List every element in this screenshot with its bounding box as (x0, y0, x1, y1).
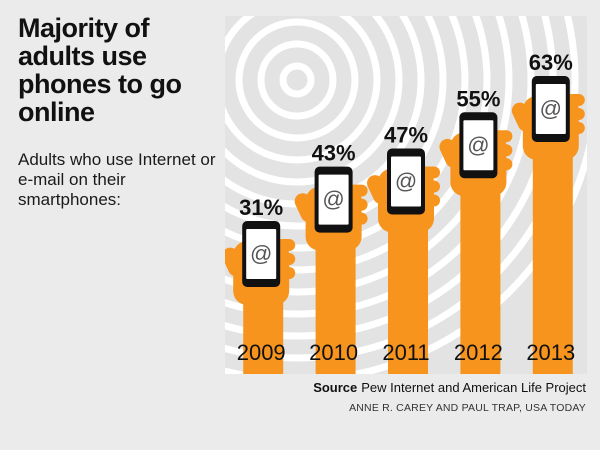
ring (225, 16, 381, 164)
year-label: 2009 (237, 340, 286, 365)
bar-2012: @55% 2012 (439, 86, 513, 374)
thumb (225, 247, 245, 277)
ring (225, 16, 513, 296)
bar-2011: @47% 2011 (367, 123, 440, 374)
at-sign-icon: @ (322, 187, 344, 212)
thumb (367, 175, 389, 204)
bar-2009: @31% 2009 (225, 195, 296, 374)
phone-screen (246, 229, 277, 279)
thumb (439, 138, 462, 168)
value-label: 43% (312, 141, 356, 166)
finger (347, 198, 368, 211)
arm (532, 126, 573, 374)
year-label: 2011 (382, 340, 429, 365)
bar-2013: @63% 2013 (511, 50, 585, 374)
ring (225, 16, 491, 274)
at-sign-icon: @ (540, 96, 562, 121)
ring (235, 18, 359, 142)
chart-svg: @31% 2009 @43% 2010 @47% 2011 @55% 2012 @63% 2013 (225, 16, 587, 374)
at-sign-icon: @ (467, 132, 489, 157)
phone-screen (535, 84, 566, 134)
year-label: 2010 (309, 340, 358, 365)
ring (279, 62, 315, 98)
concentric-rings (225, 16, 587, 374)
value-label: 47% (384, 123, 428, 148)
credit-line: ANNE R. CAREY AND PAUL TRAP, USA TODAY (349, 402, 586, 414)
ring (225, 16, 535, 318)
chart-panel: @31% 2009 @43% 2010 @47% 2011 @55% 2012 @63% 2013 (225, 16, 587, 374)
ring (257, 40, 337, 120)
value-label: 55% (456, 86, 500, 111)
year-label: 2012 (454, 340, 503, 365)
source-label: Source (313, 380, 358, 395)
finger (347, 212, 368, 225)
bar-2010: @43% 2010 (294, 141, 368, 374)
bars-group: @31% 2009 @43% 2010 @47% 2011 @55% 2012 @63% 2013 (225, 50, 585, 374)
ring (225, 16, 403, 186)
arm (460, 162, 501, 374)
ring (225, 16, 579, 362)
finger (347, 184, 368, 197)
at-sign-icon: @ (250, 241, 272, 266)
ring (225, 16, 469, 252)
phone-screen (391, 156, 421, 207)
finger (275, 253, 296, 265)
source-text: Pew Internet and American Life Project (361, 380, 586, 395)
value-label: 63% (529, 50, 573, 75)
value-label: 31% (239, 195, 283, 220)
finger (275, 239, 296, 251)
at-sign-icon: @ (395, 169, 417, 194)
chart-title: Majority of adults use phones to go onli… (18, 13, 182, 127)
phone-screen (318, 174, 349, 225)
thumb (294, 193, 317, 222)
ring (225, 16, 447, 230)
year-label: 2013 (526, 340, 575, 365)
phone-screen (463, 120, 494, 171)
finger (275, 267, 296, 279)
thumb (511, 102, 534, 132)
chart-subtitle: Adults who use Internet or e-mail on the… (18, 150, 216, 209)
source-line: Source Pew Internet and American Life Pro… (313, 380, 586, 395)
